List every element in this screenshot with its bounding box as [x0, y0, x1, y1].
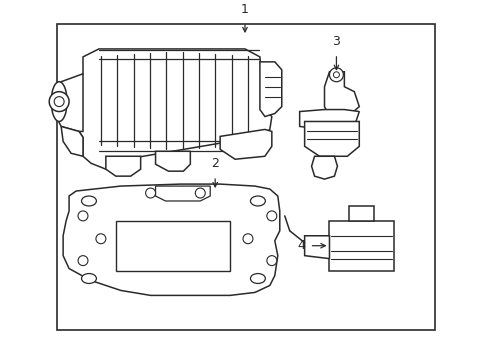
Polygon shape: [61, 126, 83, 156]
Polygon shape: [79, 49, 271, 169]
Circle shape: [333, 72, 339, 78]
Ellipse shape: [250, 274, 265, 283]
Circle shape: [329, 68, 343, 82]
Polygon shape: [56, 74, 83, 131]
Circle shape: [96, 234, 105, 244]
Text: 4: 4: [297, 239, 305, 252]
Polygon shape: [348, 206, 373, 221]
Polygon shape: [299, 109, 359, 130]
Polygon shape: [260, 62, 281, 117]
Circle shape: [243, 234, 252, 244]
Circle shape: [145, 188, 155, 198]
Circle shape: [78, 211, 88, 221]
Circle shape: [266, 256, 276, 266]
Polygon shape: [220, 130, 271, 159]
Ellipse shape: [81, 196, 96, 206]
Polygon shape: [155, 186, 210, 201]
Text: 2: 2: [211, 157, 219, 170]
Polygon shape: [304, 121, 359, 156]
Circle shape: [54, 96, 64, 107]
Circle shape: [78, 256, 88, 266]
Ellipse shape: [250, 196, 265, 206]
Polygon shape: [63, 184, 279, 296]
Ellipse shape: [81, 274, 96, 283]
Polygon shape: [155, 151, 190, 171]
Polygon shape: [311, 156, 337, 179]
Polygon shape: [324, 72, 359, 120]
Ellipse shape: [51, 82, 67, 121]
Polygon shape: [304, 236, 329, 258]
Polygon shape: [329, 221, 393, 271]
Circle shape: [195, 188, 205, 198]
Polygon shape: [57, 24, 434, 330]
Text: 3: 3: [332, 35, 340, 48]
Text: 1: 1: [241, 3, 248, 16]
Circle shape: [266, 211, 276, 221]
Circle shape: [49, 92, 69, 112]
Polygon shape: [116, 221, 230, 271]
Polygon shape: [105, 156, 141, 176]
